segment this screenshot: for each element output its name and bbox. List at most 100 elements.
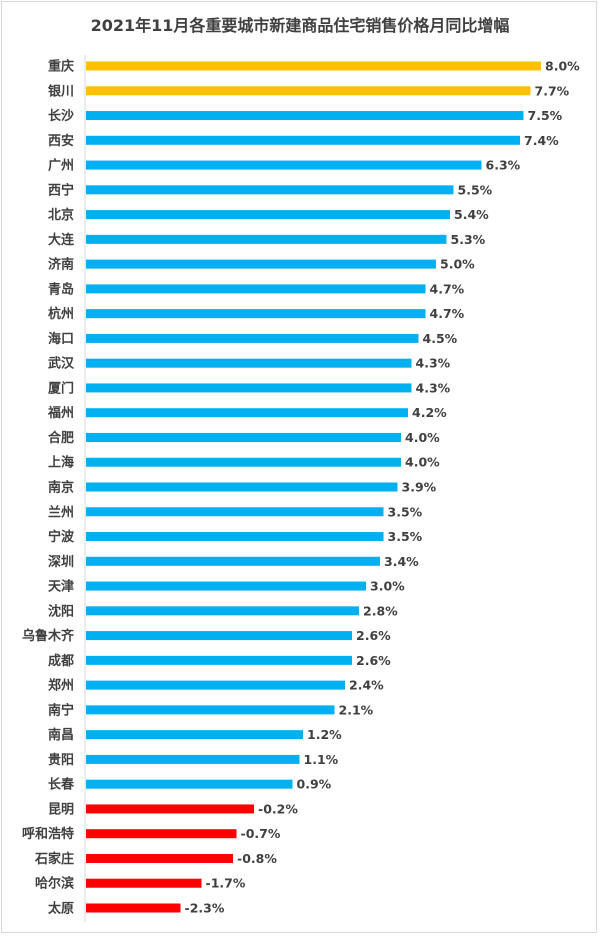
data-label: 4.7%: [430, 281, 465, 296]
bar: [86, 853, 233, 863]
category-label: 深圳: [48, 554, 74, 570]
data-label: 4.0%: [405, 430, 440, 445]
category-label: 乌鲁木齐: [22, 628, 75, 644]
bar: [86, 556, 380, 566]
data-label: 2.6%: [356, 653, 391, 668]
bar: [86, 135, 520, 145]
data-label: 8.0%: [545, 59, 580, 74]
category-label: 长春: [48, 777, 75, 793]
category-label: 海口: [48, 331, 74, 347]
category-label: 广州: [48, 158, 74, 174]
bar: [86, 482, 398, 492]
category-label: 大连: [48, 232, 75, 248]
category-label: 青岛: [48, 281, 74, 297]
data-label: 4.3%: [416, 356, 451, 371]
bar: [86, 86, 531, 96]
data-label: 5.0%: [440, 257, 475, 272]
bar: [86, 903, 181, 913]
category-label: 武汉: [48, 356, 75, 372]
category-label: 宁波: [48, 529, 75, 545]
bar: [86, 631, 352, 641]
bar: [86, 730, 303, 740]
category-label: 成都: [48, 653, 74, 669]
data-label: 4.3%: [416, 380, 451, 395]
bar: [86, 234, 447, 244]
category-label: 兰州: [48, 504, 74, 520]
bar: [86, 309, 426, 319]
bar: [86, 606, 359, 616]
category-label: 重庆: [48, 59, 74, 75]
data-label: 3.9%: [402, 480, 437, 495]
bar: [86, 878, 202, 888]
data-label: 5.4%: [454, 207, 489, 222]
data-label: 0.9%: [297, 777, 332, 792]
data-label: 5.5%: [458, 182, 493, 197]
data-label: 7.4%: [524, 133, 559, 148]
category-label: 贵阳: [48, 752, 74, 768]
data-label: 7.7%: [535, 83, 570, 98]
category-label: 西宁: [48, 182, 74, 198]
data-label: 2.1%: [339, 702, 374, 717]
category-label: 上海: [48, 455, 74, 471]
data-label: 4.5%: [423, 331, 458, 346]
bar: [86, 358, 412, 368]
bar: [86, 210, 450, 220]
data-label: -1.7%: [206, 876, 246, 891]
bar: [86, 804, 254, 814]
bar: [86, 408, 408, 418]
bar: [86, 754, 300, 764]
data-label: 5.3%: [451, 232, 486, 247]
category-label: 呼和浩特: [22, 826, 74, 842]
bar: [86, 507, 384, 517]
data-label: -0.8%: [237, 851, 277, 866]
bar: [86, 185, 454, 195]
data-label: 3.4%: [384, 554, 419, 569]
category-label: 南京: [48, 480, 74, 496]
category-label: 太原: [47, 901, 74, 917]
data-label: 3.5%: [388, 529, 423, 544]
category-label: 长沙: [48, 108, 74, 124]
bar: [86, 432, 401, 442]
data-label: -0.2%: [258, 801, 298, 816]
bar: [86, 705, 335, 715]
bar: [86, 655, 352, 665]
bar: [86, 259, 436, 269]
data-label: 2.8%: [363, 603, 398, 618]
category-label: 北京: [48, 207, 74, 223]
data-label: 1.1%: [304, 752, 339, 767]
data-label: 2.4%: [349, 678, 384, 693]
bar: [86, 61, 541, 71]
bar: [86, 581, 366, 591]
chart-title: 2021年11月各重要城市新建商品住宅销售价格月同比增幅: [90, 16, 510, 35]
data-label: 1.2%: [307, 727, 342, 742]
data-label: -2.3%: [185, 901, 225, 916]
category-label: 济南: [48, 257, 74, 273]
bar: [86, 532, 384, 542]
category-label: 杭州: [48, 306, 74, 322]
bar: [86, 457, 401, 467]
data-label: 4.2%: [412, 405, 447, 420]
data-label: 2.6%: [356, 628, 391, 643]
data-label: 6.3%: [486, 158, 521, 173]
data-label: 4.0%: [405, 455, 440, 470]
data-label: 3.5%: [388, 504, 423, 519]
category-label: 合肥: [48, 430, 74, 446]
bar: [86, 333, 419, 343]
bar: [86, 680, 345, 690]
bar: [86, 383, 412, 393]
category-label: 厦门: [48, 380, 74, 396]
category-label: 银川: [48, 83, 74, 99]
category-label: 郑州: [48, 678, 74, 694]
category-label: 西安: [48, 133, 74, 149]
data-label: -0.7%: [241, 826, 281, 841]
data-label: 4.7%: [430, 306, 465, 321]
category-label: 昆明: [48, 801, 74, 817]
category-label: 南宁: [48, 702, 74, 718]
bar: [86, 160, 482, 170]
data-label: 7.5%: [528, 108, 563, 123]
category-label: 沈阳: [48, 603, 74, 619]
bar: [86, 829, 237, 839]
category-label: 福州: [47, 405, 74, 421]
